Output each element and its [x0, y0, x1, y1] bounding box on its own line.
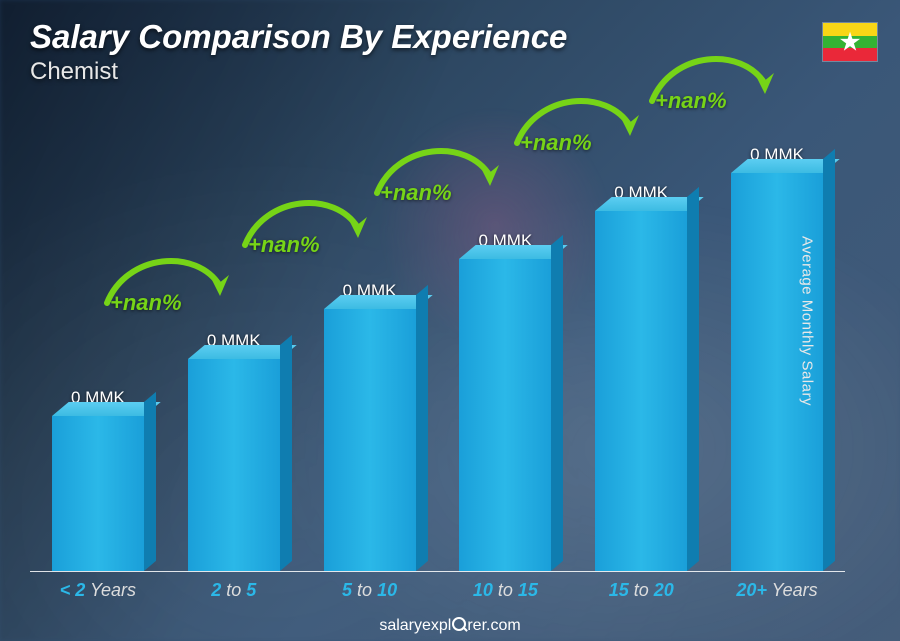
x-axis-label: < 2 Years — [30, 572, 166, 601]
bar-front-face — [52, 416, 144, 571]
x-axis-label: 10 to 15 — [437, 572, 573, 601]
bar-slot: 0 MMK — [30, 120, 166, 571]
bar-side-face — [416, 285, 428, 571]
bar — [324, 309, 416, 571]
flag-star-icon: ★ — [838, 28, 861, 54]
bar — [52, 416, 144, 571]
bar — [188, 359, 280, 571]
bar — [595, 211, 687, 571]
bar-side-face — [144, 392, 156, 571]
x-axis-label: 2 to 5 — [166, 572, 302, 601]
bar-side-face — [551, 235, 563, 571]
bar-front-face — [595, 211, 687, 571]
bar-slot: 0 MMK — [166, 120, 302, 571]
x-axis-label: 5 to 10 — [302, 572, 438, 601]
y-axis-label: Average Monthly Salary — [799, 236, 816, 406]
increase-indicator: +nan% — [655, 88, 727, 114]
bar-side-face — [687, 187, 699, 571]
increase-arrow-icon — [512, 88, 647, 158]
increase-arrow-icon — [102, 248, 237, 318]
chart-title: Salary Comparison By Experience — [30, 18, 567, 56]
increase-arrow-icon — [372, 138, 507, 208]
footer-text-pre: salaryexpl — [379, 617, 451, 634]
x-axis-label: 15 to 20 — [573, 572, 709, 601]
bar-side-face — [280, 335, 292, 571]
increase-indicator: +nan% — [248, 232, 320, 258]
x-axis-label: 20+ Years — [709, 572, 845, 601]
increase-indicator: +nan% — [380, 180, 452, 206]
title-block: Salary Comparison By Experience Chemist — [30, 18, 567, 86]
chart-subtitle: Chemist — [30, 58, 567, 86]
bar-front-face — [459, 259, 551, 571]
increase-indicator: +nan% — [520, 130, 592, 156]
footer-attribution: salaryexpl rer.com — [0, 616, 900, 635]
increase-indicator: +nan% — [110, 290, 182, 316]
country-flag-myanmar: ★ — [822, 22, 878, 62]
x-axis: < 2 Years2 to 55 to 1010 to 1515 to 2020… — [30, 571, 845, 601]
footer-text-post: rer.com — [467, 617, 520, 634]
bar-slot: 0 MMK — [573, 120, 709, 571]
bar-front-face — [188, 359, 280, 571]
bar-slot: 0 MMK — [709, 120, 845, 571]
bar-side-face — [823, 149, 835, 571]
increase-arrow-icon — [647, 46, 782, 116]
bar-front-face — [324, 309, 416, 571]
increase-arrow-icon — [240, 190, 375, 260]
bar — [459, 259, 551, 571]
magnify-icon — [452, 617, 466, 631]
